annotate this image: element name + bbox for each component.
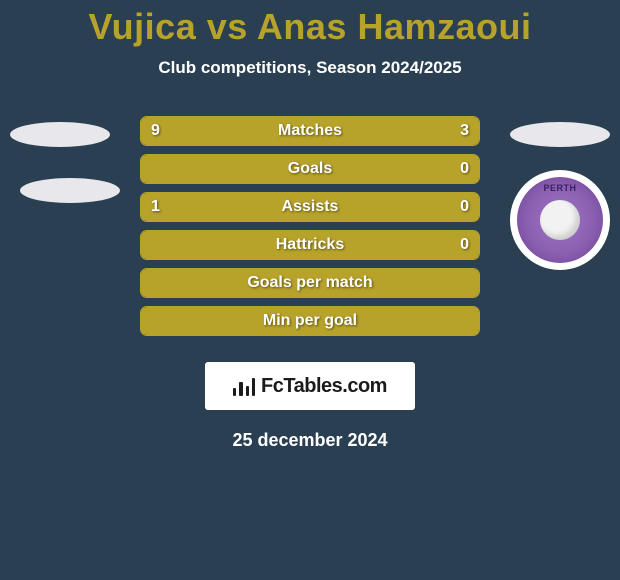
watermark-text: FcTables.com xyxy=(261,375,387,398)
player1-avatar-icon xyxy=(10,122,110,147)
bar-left xyxy=(141,231,479,259)
bar-left xyxy=(141,193,479,221)
stat-row: Goals per match xyxy=(140,268,480,298)
bar-left xyxy=(141,117,395,145)
page-title: Vujica vs Anas Hamzaoui xyxy=(89,6,532,48)
badge-top-text: PERTH xyxy=(517,183,603,193)
watermark: FcTables.com xyxy=(205,362,415,410)
player2-avatar-icon xyxy=(510,122,610,147)
bar-right xyxy=(395,117,480,145)
soccer-ball-icon xyxy=(540,200,580,240)
page-subtitle: Club competitions, Season 2024/2025 xyxy=(158,58,461,78)
stat-row: Assists10 xyxy=(140,192,480,222)
stat-row: Goals0 xyxy=(140,154,480,184)
bar-left xyxy=(141,269,479,297)
stat-row: Hattricks0 xyxy=(140,230,480,260)
bar-left xyxy=(141,307,479,335)
bar-chart-icon xyxy=(233,376,255,396)
comparison-chart: Matches93 Goals0 Assists10 Hattricks0 Goals … xyxy=(140,108,480,344)
stat-row: Matches93 xyxy=(140,116,480,146)
player1-club-icon xyxy=(20,178,120,203)
stat-row: Min per goal xyxy=(140,306,480,336)
date-label: 25 december 2024 xyxy=(232,430,387,451)
player2-club-badge: PERTH xyxy=(510,170,610,270)
bar-left xyxy=(141,155,479,183)
